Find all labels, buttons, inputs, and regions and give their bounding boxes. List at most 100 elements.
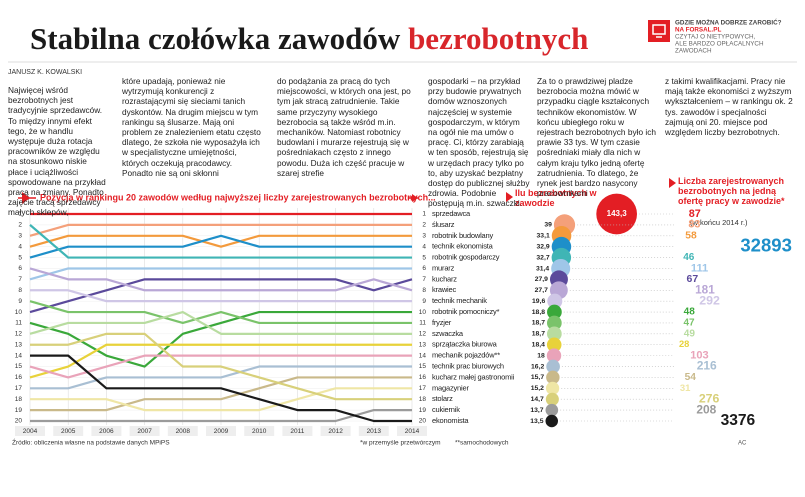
ratio-label: 276	[699, 391, 720, 405]
y-tick-label: 20	[15, 418, 23, 425]
footnote: *w przemyśle przetwórczym	[360, 440, 441, 447]
y-tick-label: 4	[18, 243, 22, 250]
y-tick-label: 9	[18, 298, 22, 305]
rank-line	[29, 310, 412, 335]
x-tick-label: 2012	[328, 428, 343, 435]
x-tick-label: 2014	[405, 428, 420, 435]
y-tick-label: 10	[419, 309, 427, 316]
heading-arrow	[22, 192, 30, 204]
y-tick-label: 3	[18, 233, 22, 240]
occupation-label: robotnik gospodarczy	[432, 253, 500, 262]
y-tick-label: 12	[15, 331, 23, 338]
y-tick-label: 2	[18, 222, 22, 229]
x-tick-box	[397, 426, 427, 436]
x-tick-label: 2005	[61, 428, 76, 435]
rank-line	[30, 387, 412, 412]
ratio-label: 58	[685, 231, 697, 242]
y-tick-label: 1	[18, 211, 22, 218]
y-tick-label: 15	[419, 363, 427, 370]
y-tick-label: 16	[15, 374, 23, 381]
y-tick-label: 1	[422, 211, 426, 218]
y-tick-label: 20	[419, 418, 427, 425]
bubble	[546, 326, 562, 342]
value-label: 27,9	[535, 276, 548, 283]
byline: JANUSZ K. KOWALSKI	[8, 69, 82, 76]
heading-arrow	[412, 194, 418, 202]
ratio-label: 208	[696, 402, 716, 416]
occupation-label: cukiernik	[432, 405, 460, 414]
promo-icon-screen	[652, 24, 666, 35]
y-tick-label: 3	[422, 233, 426, 240]
y-tick-label: 8	[422, 287, 426, 294]
ratio-label: 216	[697, 359, 717, 373]
ratio-subtitle: (w końcu 2014 r.)	[690, 218, 748, 227]
y-tick-label: 16	[419, 374, 427, 381]
ratio-label: 181	[695, 283, 715, 296]
bubble	[545, 381, 560, 395]
value-label: 16,2	[531, 363, 544, 370]
y-tick-label: 10	[15, 309, 23, 316]
x-tick-box	[282, 426, 313, 436]
y-tick-label: 8	[18, 287, 22, 294]
rank-line	[29, 343, 412, 379]
article-column: Najwięcej wśród bezrobotnych jest tradyc…	[8, 85, 106, 218]
y-tick-label: 13	[15, 341, 23, 348]
ratio-title-box: Liczba zarejestrowanych bezrobotnych na …	[678, 176, 785, 206]
rank-line	[29, 267, 413, 292]
ratio-label: 47	[683, 318, 695, 329]
value-label: 143,3	[607, 209, 628, 218]
rank-line	[29, 234, 412, 248]
occupation-label: robotnik pomocniczy*	[432, 307, 500, 316]
source: Źródło: obliczenia własne na podstawie d…	[12, 438, 170, 447]
value-label: 27,7	[535, 287, 548, 294]
footnote: **samochodowych	[455, 440, 509, 447]
occupation-label: sprzątaczka biurowa	[432, 340, 498, 349]
y-tick-label: 7	[422, 276, 426, 283]
heading-arrow	[506, 192, 513, 202]
x-tick-label: 2008	[176, 428, 191, 435]
y-tick-label: 17	[419, 385, 427, 392]
x-tick-box	[91, 426, 122, 436]
y-tick-label: 14	[15, 352, 23, 359]
x-tick-box	[15, 426, 45, 436]
occupation-label: stolarz	[432, 394, 453, 403]
title: Stabilna czołówka zawodów bezrobotnych	[30, 21, 588, 56]
value-label: 15,2	[531, 385, 544, 392]
bubble-title: Ilu bezrobotnych w zawodzie	[515, 188, 597, 208]
occupation-label: kucharz małej gastronomii	[432, 372, 515, 381]
y-tick-label: 19	[15, 407, 23, 414]
x-tick-box	[129, 426, 160, 436]
bubble	[546, 348, 562, 363]
promo-text: ZAWODACH	[675, 48, 712, 55]
value-label: 15,7	[531, 374, 544, 381]
x-tick-box	[53, 426, 84, 436]
occupation-label: murarz	[432, 263, 455, 272]
value-label: 31,4	[536, 265, 549, 272]
y-tick-label: 11	[419, 320, 426, 327]
credit: AC	[738, 441, 747, 447]
bubble	[546, 337, 562, 353]
ratio-label: 48	[684, 307, 696, 318]
ratio-label: 28	[679, 339, 689, 349]
x-tick-label: 2011	[290, 428, 304, 435]
ratio-label: 46	[683, 252, 695, 263]
title-black: Stabilna czołówka zawodów	[30, 21, 401, 56]
value-label: 18,4	[532, 342, 545, 349]
x-tick-label: 2013	[367, 428, 382, 435]
y-tick-label: 15	[15, 363, 23, 370]
occupation-label: mechanik pojazdów**	[432, 351, 500, 360]
y-tick-label: 17	[15, 385, 23, 392]
promo-question: GDZIE MOŻNA DOBRZE ZAROBIĆ?	[675, 18, 782, 27]
ratio-label: 111	[691, 262, 708, 274]
x-tick-label: 2004	[23, 428, 38, 435]
y-tick-label: 19	[419, 407, 427, 414]
x-tick-label: 2010	[252, 428, 267, 435]
value-label: 18	[537, 352, 545, 359]
bubble	[596, 193, 638, 235]
y-tick-label: 13	[419, 341, 427, 348]
occupation-label: technik mechanik	[432, 296, 487, 305]
value-label: 18,8	[532, 309, 545, 316]
promo-text: ALE BARDZO OPŁACALNYCH	[675, 41, 764, 48]
